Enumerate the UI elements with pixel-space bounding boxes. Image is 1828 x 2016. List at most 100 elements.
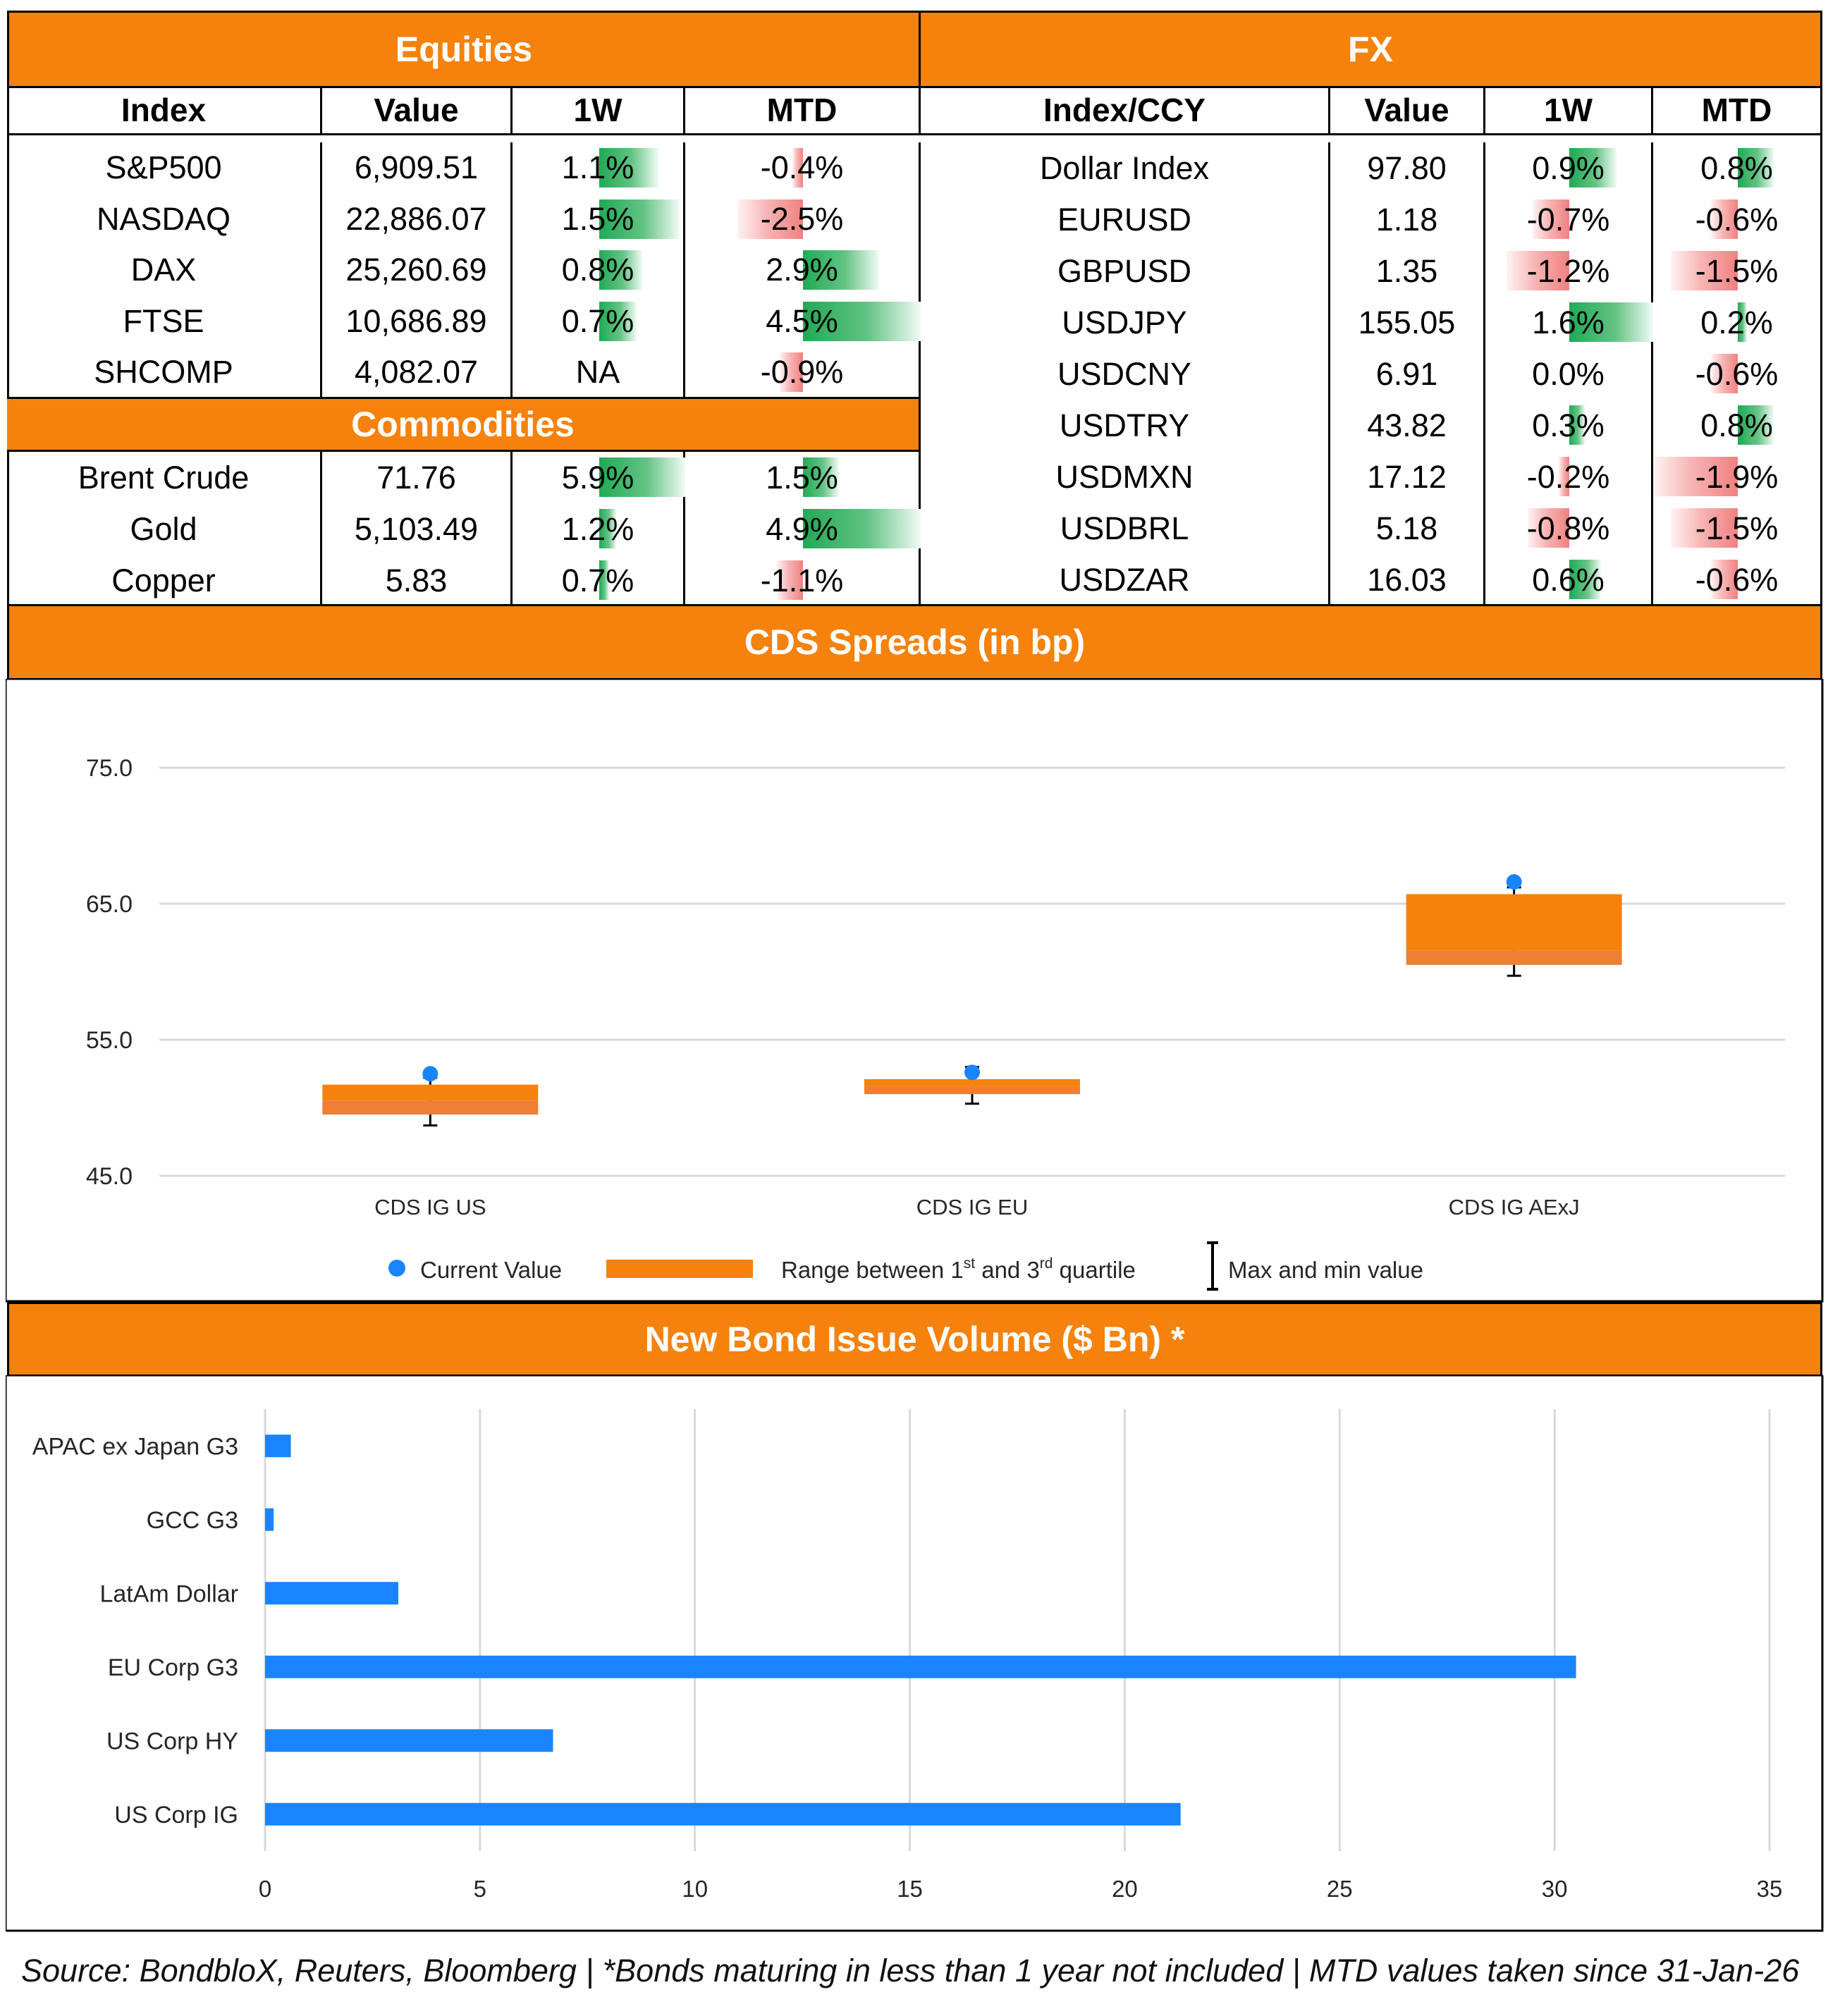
fx-name-text: EURUSD bbox=[1057, 201, 1192, 238]
fx-value-text: 16.03 bbox=[1367, 561, 1447, 598]
equities-col-header-1: Value bbox=[322, 86, 513, 135]
equities-row-0-w1: 1.1% bbox=[513, 142, 685, 194]
equities-col-header-2: 1W bbox=[513, 86, 685, 135]
equities-row-0-name: S&P500 bbox=[7, 142, 322, 194]
x-tick-label: 15 bbox=[897, 1876, 923, 1902]
commodities-w1-text: 1.2% bbox=[561, 510, 634, 547]
fx-row-3-mtd: 0.2% bbox=[1653, 297, 1822, 348]
fx-row-8-w1: 0.6% bbox=[1485, 554, 1653, 606]
fx-row-7-value: 5.18 bbox=[1330, 503, 1485, 554]
bond-bar bbox=[265, 1655, 1576, 1678]
commodities-name-text: Gold bbox=[130, 510, 197, 547]
equities-col-header-3: MTD bbox=[685, 86, 921, 135]
positive-databar bbox=[803, 250, 879, 290]
fx-col-header-2: 1W bbox=[1485, 86, 1653, 135]
fx-name-text: USDTRY bbox=[1059, 407, 1190, 443]
legend-minmax-label: Max and min value bbox=[1228, 1257, 1423, 1283]
x-tick-label: 5 bbox=[474, 1876, 486, 1902]
commodities-name-text: Copper bbox=[111, 562, 216, 598]
negative-databar bbox=[1711, 199, 1738, 239]
cds-box-1: CDS IG EU bbox=[864, 1064, 1080, 1219]
equities-title: Equities bbox=[395, 30, 533, 69]
fx-value-text: 97.80 bbox=[1367, 149, 1447, 186]
x-category-label: CDS IG AExJ bbox=[1449, 1195, 1580, 1219]
negative-databar bbox=[776, 560, 803, 600]
negative-databar bbox=[1671, 251, 1738, 290]
positive-databar bbox=[599, 199, 680, 239]
fx-row-5-name: USDTRY bbox=[921, 400, 1330, 451]
negative-databar bbox=[1711, 560, 1738, 599]
fx-row-0-mtd: 0.8% bbox=[1653, 142, 1822, 194]
fx-title: FX bbox=[1348, 30, 1393, 69]
equities-mtd-text: 2.9% bbox=[766, 252, 838, 288]
fx-value-text: 6.91 bbox=[1375, 355, 1438, 392]
equities-name-text: FTSE bbox=[123, 302, 204, 339]
quartile-box-lower bbox=[1406, 950, 1622, 965]
equities-mtd-text: 4.5% bbox=[766, 302, 838, 339]
positive-databar bbox=[803, 509, 921, 548]
negative-databar bbox=[1711, 354, 1738, 393]
positive-databar bbox=[599, 560, 610, 600]
commodities-row-0-value: 71.76 bbox=[322, 452, 513, 503]
equities-row-2-value: 25,260.69 bbox=[322, 245, 513, 296]
equities-col-header-0: Index bbox=[7, 86, 322, 135]
fx-mtd-text: 0.8% bbox=[1700, 149, 1773, 186]
equities-name-text: S&P500 bbox=[105, 149, 222, 186]
commodities-header: Commodities bbox=[7, 397, 921, 452]
equities-w1-text: 1.5% bbox=[561, 200, 634, 237]
negative-databar bbox=[1559, 457, 1569, 496]
fx-row-5-w1: 0.3% bbox=[1485, 400, 1653, 451]
negative-databar bbox=[1506, 251, 1569, 290]
fx-row-3-value: 155.05 bbox=[1330, 297, 1485, 348]
commodities-mtd-text: 4.9% bbox=[766, 510, 838, 547]
current-value-dot bbox=[422, 1066, 438, 1082]
x-tick-label: 20 bbox=[1112, 1876, 1138, 1902]
fx-row-1-name: EURUSD bbox=[921, 194, 1330, 245]
fx-name-text: Dollar Index bbox=[1039, 149, 1210, 186]
negative-databar bbox=[1532, 199, 1569, 239]
positive-databar bbox=[1569, 148, 1617, 188]
commodities-value-text: 5,103.49 bbox=[354, 510, 479, 547]
y-category-label: LatAm Dollar bbox=[99, 1580, 238, 1607]
negative-databar bbox=[737, 199, 803, 239]
positive-databar bbox=[803, 301, 921, 341]
cds-chart: 45.0 55.0 65.0 75.0 CDS IG US CDS IG EU CDS I… bbox=[6, 679, 1824, 1303]
negative-databar bbox=[779, 352, 803, 392]
fx-value-text: 5.18 bbox=[1375, 510, 1438, 546]
commodities-row-2-value: 5.83 bbox=[322, 555, 513, 606]
bond-bar bbox=[265, 1802, 1181, 1826]
positive-databar bbox=[803, 457, 840, 497]
fx-mtd-text: -1.5% bbox=[1695, 510, 1779, 546]
fx-w1-text: 1.6% bbox=[1532, 304, 1605, 340]
equities-row-2-name: DAX bbox=[7, 245, 322, 296]
equities-row-3-value: 10,686.89 bbox=[322, 295, 513, 347]
fx-name-text: USDZAR bbox=[1059, 561, 1190, 598]
legend-range-marker bbox=[606, 1260, 753, 1278]
fx-value-text: 17.12 bbox=[1367, 458, 1447, 495]
y-category-label: US Corp HY bbox=[106, 1728, 238, 1754]
fx-w1-text: 0.9% bbox=[1532, 149, 1605, 186]
fx-row-0-name: Dollar Index bbox=[921, 142, 1330, 194]
equities-name-text: SHCOMP bbox=[94, 354, 233, 391]
quartile-box-upper bbox=[864, 1078, 1080, 1087]
x-tick-label: 10 bbox=[682, 1876, 708, 1902]
equities-w1-text: NA bbox=[575, 354, 620, 391]
equities-row-2-mtd: 2.9% bbox=[685, 245, 921, 296]
positive-databar bbox=[1569, 560, 1601, 599]
fx-w1-text: -0.8% bbox=[1526, 510, 1610, 546]
negative-databar bbox=[792, 148, 803, 188]
fx-name-text: USDMXN bbox=[1055, 458, 1194, 495]
fx-row-8-name: USDZAR bbox=[921, 554, 1330, 606]
fx-header: FX bbox=[919, 11, 1822, 88]
fx-row-7-w1: -0.8% bbox=[1485, 503, 1653, 554]
commodities-row-2-name: Copper bbox=[7, 555, 322, 606]
commodities-mtd-text: 1.5% bbox=[766, 459, 838, 496]
fx-row-2-value: 1.35 bbox=[1330, 245, 1485, 297]
y-category-label: EU Corp G3 bbox=[108, 1654, 238, 1681]
equities-w1-text: 0.8% bbox=[561, 252, 634, 288]
fx-row-1-w1: -0.7% bbox=[1485, 194, 1653, 245]
commodities-row-1-name: Gold bbox=[7, 503, 322, 555]
fx-w1-text: -0.7% bbox=[1526, 201, 1610, 238]
fx-row-6-w1: -0.2% bbox=[1485, 451, 1653, 503]
fx-value-text: 43.82 bbox=[1367, 407, 1447, 443]
